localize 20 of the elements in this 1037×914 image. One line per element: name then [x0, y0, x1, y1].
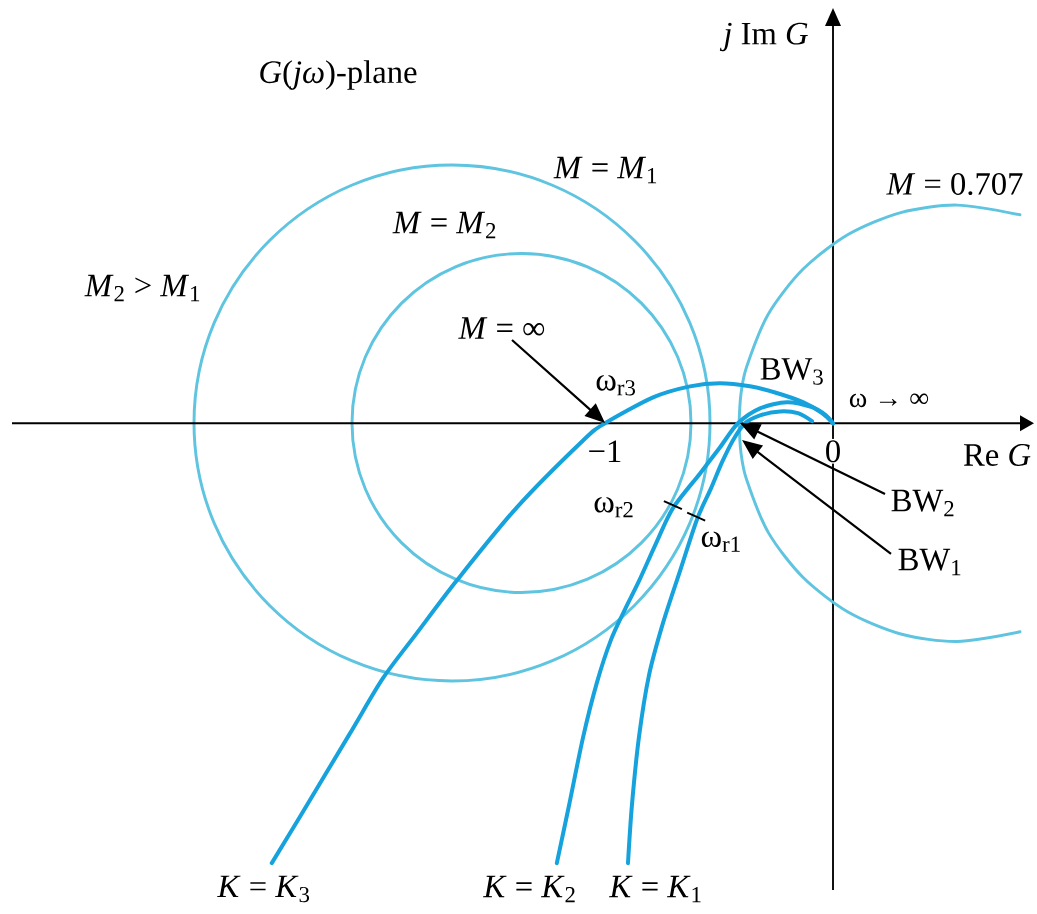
series-label: K = K$_{3}$ — [217, 875, 310, 903]
series-label: K = K$_{2}$ — [483, 875, 575, 903]
text: M = M$_{1}$ — [553, 156, 657, 184]
annotation: BW$_{3}$ — [760, 358, 823, 385]
annotation: BW$_{1}$ — [898, 548, 961, 576]
annotation: ω$_{r2}$ — [594, 496, 633, 518]
y-axis-title: j Im G — [719, 22, 808, 52]
annotation: ω$_{r1}$ — [701, 531, 740, 552]
annotation: M$_{2}$ > M$_{1}$ — [84, 274, 200, 302]
x-tick-label: 0 — [826, 440, 840, 463]
series-label: M = 0.707 — [886, 172, 1023, 196]
series-label: K = K$_{1}$ — [609, 875, 701, 903]
text: G(jω)-plane — [260, 60, 417, 90]
annotation: ω$_{r3}$ — [596, 375, 635, 396]
annotation: M = M$_{2}$ — [392, 211, 496, 239]
annotation: M = ∞ — [458, 317, 545, 339]
x-axis-title: Re G — [963, 444, 1031, 466]
x-tick-label: −1 — [589, 440, 621, 463]
annotation: ω → ∞ — [849, 393, 929, 408]
annotation: BW$_{2}$ — [891, 489, 954, 517]
